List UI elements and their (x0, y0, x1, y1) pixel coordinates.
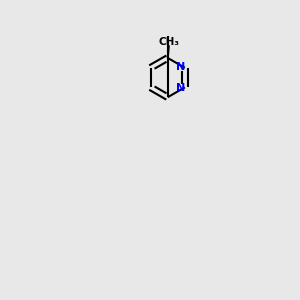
Text: N: N (176, 62, 185, 72)
Text: N: N (176, 83, 185, 93)
Text: CH₃: CH₃ (158, 37, 179, 47)
